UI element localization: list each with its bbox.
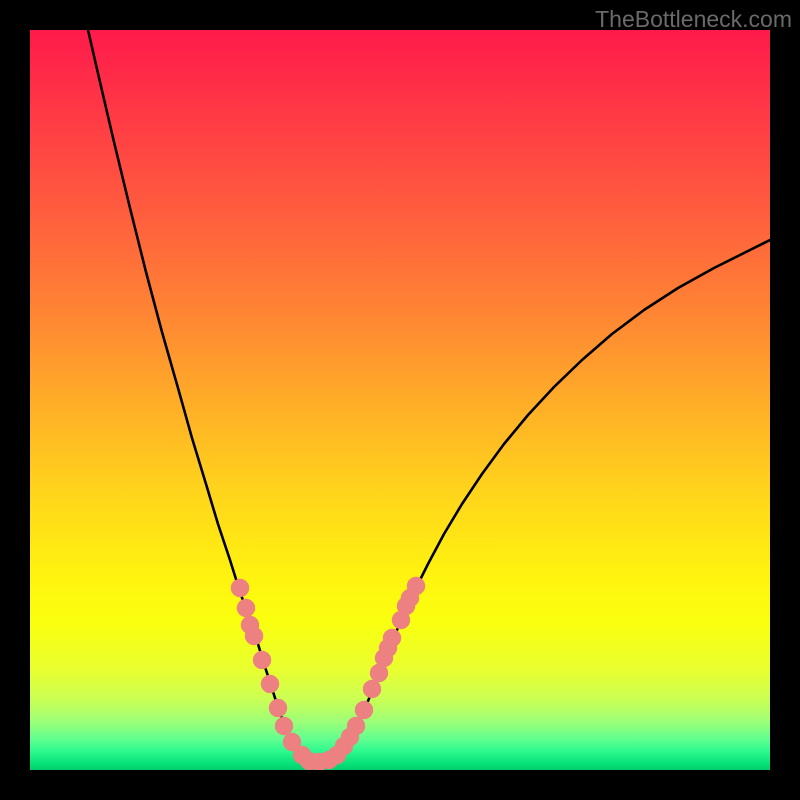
- curve-marker: [237, 599, 255, 617]
- curve-marker: [355, 701, 373, 719]
- plot-background: [30, 30, 770, 770]
- curve-marker: [231, 579, 249, 597]
- chart-frame: [30, 30, 770, 770]
- watermark-text: TheBottleneck.com: [595, 6, 792, 33]
- curve-marker: [347, 717, 365, 735]
- curve-marker: [275, 717, 293, 735]
- curve-marker: [269, 699, 287, 717]
- bottleneck-curve-plot: [30, 30, 770, 770]
- curve-marker: [245, 627, 263, 645]
- curve-marker: [363, 680, 381, 698]
- curve-marker: [253, 651, 271, 669]
- curve-marker: [407, 577, 425, 595]
- curve-marker: [261, 675, 279, 693]
- curve-marker: [383, 629, 401, 647]
